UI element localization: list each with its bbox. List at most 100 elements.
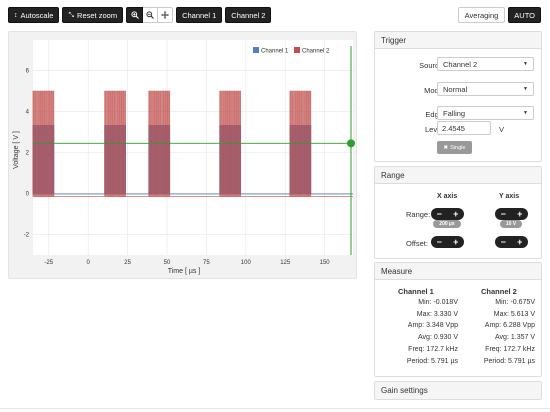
y-range-value: 10 V <box>500 220 522 228</box>
measure-label: Amp: <box>484 322 502 330</box>
auto-label: AUTO <box>514 10 535 20</box>
legend-swatch-channel-1 <box>253 47 259 53</box>
measure-label: Period: <box>406 357 430 365</box>
measure-ch2-value: 1.357 V <box>510 334 535 342</box>
zoom-out-icon <box>146 11 155 19</box>
single-button[interactable]: ✖ Single <box>437 141 472 154</box>
zoom-tools <box>126 7 174 23</box>
mode-select[interactable]: Normal ▼ <box>437 82 534 96</box>
oscilloscope-plot[interactable]: -25 0 25 50 75 100 125 150 -2 0 2 4 6 Channel 1 Chan… <box>9 32 358 280</box>
source-value: Channel 2 <box>443 59 478 69</box>
legend-label-channel-1: Channel 1 <box>261 49 289 55</box>
legend-swatch-channel-2 <box>294 47 300 53</box>
gain-settings-title: Gain settings <box>375 382 541 399</box>
caret-down-icon: ▼ <box>523 86 528 92</box>
series-line-channel-2 <box>32 90 353 198</box>
range-panel-title: Range <box>375 167 541 184</box>
zoom-in-button[interactable] <box>126 7 144 23</box>
trigger-panel: Trigger Source: Channel 2 ▼ Mode: Normal… <box>374 31 542 162</box>
measure-ch2-row: Max: 5.613 V <box>494 311 535 318</box>
range-panel: Range X axis Y axis Range: − + 200 µs − … <box>374 166 542 259</box>
caret-down-icon: ▼ <box>523 110 528 116</box>
y-tick-label: 0 <box>26 192 30 198</box>
measure-ch2-value: 5.613 V <box>510 310 535 318</box>
x-offset-plus-button[interactable]: + <box>453 236 459 247</box>
close-x-icon: ✖ <box>443 144 449 151</box>
x-range-stepper[interactable]: − + <box>431 208 464 220</box>
y-range-plus-button[interactable]: + <box>517 208 523 219</box>
x-offset-stepper[interactable]: − + <box>431 236 464 248</box>
x-offset-minus-button[interactable]: − <box>436 236 442 247</box>
measure-ch1-value: -0.018V <box>433 299 458 306</box>
reset-zoom-icon: ⤡ <box>68 11 75 19</box>
y-offset-minus-button[interactable]: − <box>500 236 506 247</box>
y-range-stepper[interactable]: − + <box>495 208 528 220</box>
measure-label: Max: <box>416 310 432 318</box>
measure-label: Period: <box>483 357 507 365</box>
plot-panel[interactable]: -25 0 25 50 75 100 125 150 -2 0 2 4 6 Channel 1 Chan… <box>8 31 357 279</box>
offset-label: Offset: <box>406 239 428 248</box>
measure-ch1-title: Channel 1 <box>398 287 434 296</box>
measure-ch2-row: Freq: 172.7 kHz <box>485 346 535 353</box>
x-range-value: 200 µs <box>433 220 461 228</box>
measure-ch2-value: 172.7 kHz <box>503 345 535 353</box>
autoscale-button[interactable]: ↕ Autoscale <box>8 7 60 23</box>
channel2-button[interactable]: Channel 2 <box>225 7 272 23</box>
x-range-minus-button[interactable]: − <box>436 208 442 219</box>
measure-ch2-value: -0.675V <box>510 299 535 306</box>
trigger-panel-title: Trigger <box>375 32 541 49</box>
x-range-plus-button[interactable]: + <box>453 208 459 219</box>
measure-ch2-row: Period: 5.791 µs <box>484 358 535 365</box>
channel1-label: Channel 1 <box>182 10 217 20</box>
x-tick-label: 100 <box>241 260 252 266</box>
measure-label: Min: <box>495 299 509 306</box>
measure-ch1-row: Freq: 172.7 kHz <box>408 346 458 353</box>
averaging-label: Averaging <box>464 10 499 20</box>
level-value: 2.4545 <box>442 123 465 133</box>
zoom-out-button[interactable] <box>143 7 159 23</box>
measure-panel-title: Measure <box>375 263 541 280</box>
vertical-arrows-icon: ↕ <box>14 11 18 19</box>
measure-ch2-value: 6.288 Vpp <box>503 322 535 330</box>
source-select[interactable]: Channel 2 ▼ <box>437 57 534 71</box>
edge-select[interactable]: Falling ▼ <box>437 106 534 120</box>
gain-settings-panel[interactable]: Gain settings <box>374 381 542 400</box>
x-tick-label: 0 <box>87 260 91 266</box>
x-axis-label: Time [ µs ] <box>168 268 201 275</box>
measure-label: Amp: <box>407 322 425 330</box>
y-offset-plus-button[interactable]: + <box>517 236 523 247</box>
measure-ch2-title: Channel 2 <box>481 287 517 296</box>
pan-button[interactable] <box>158 7 174 23</box>
measure-ch2-value: 5.791 µs <box>508 357 535 365</box>
autoscale-label: Autoscale <box>20 10 54 20</box>
legend-label-channel-2: Channel 2 <box>302 49 330 55</box>
y-offset-stepper[interactable]: − + <box>495 236 528 248</box>
auto-button[interactable]: AUTO <box>508 7 541 23</box>
y-range-minus-button[interactable]: − <box>500 208 506 219</box>
averaging-button[interactable]: Averaging <box>457 7 506 23</box>
measure-ch1-row: Min: -0.018V <box>418 299 458 306</box>
measure-ch1-value: 5.791 µs <box>431 357 458 365</box>
trigger-handle[interactable] <box>347 139 355 148</box>
channel1-button[interactable]: Channel 1 <box>176 7 223 23</box>
x-tick-label: 150 <box>320 260 331 266</box>
level-unit: V <box>499 125 505 134</box>
x-tick-label: 125 <box>280 260 291 266</box>
edge-value: Falling <box>443 108 466 118</box>
footer-divider <box>0 408 550 409</box>
measure-label: Avg: <box>418 334 432 342</box>
measure-ch1-value: 0.930 V <box>433 334 458 342</box>
measure-ch2-row: Avg: 1.357 V <box>495 334 535 341</box>
x-axis-header: X axis <box>437 193 458 200</box>
level-input[interactable]: 2.4545 <box>437 121 491 135</box>
measure-ch2-row: Min: -0.675V <box>495 299 535 306</box>
toolbar-right: Averaging AUTO <box>457 7 541 23</box>
y-tick-label: -2 <box>24 233 30 239</box>
pan-move-icon <box>161 11 170 19</box>
x-tick-label: 75 <box>203 260 210 266</box>
reset-zoom-button[interactable]: ⤡ Reset zoom <box>62 7 124 23</box>
single-label: Single <box>450 144 466 151</box>
channel2-label: Channel 2 <box>231 10 266 20</box>
x-tick-label: -25 <box>44 260 53 266</box>
range-label: Range: <box>406 210 431 219</box>
